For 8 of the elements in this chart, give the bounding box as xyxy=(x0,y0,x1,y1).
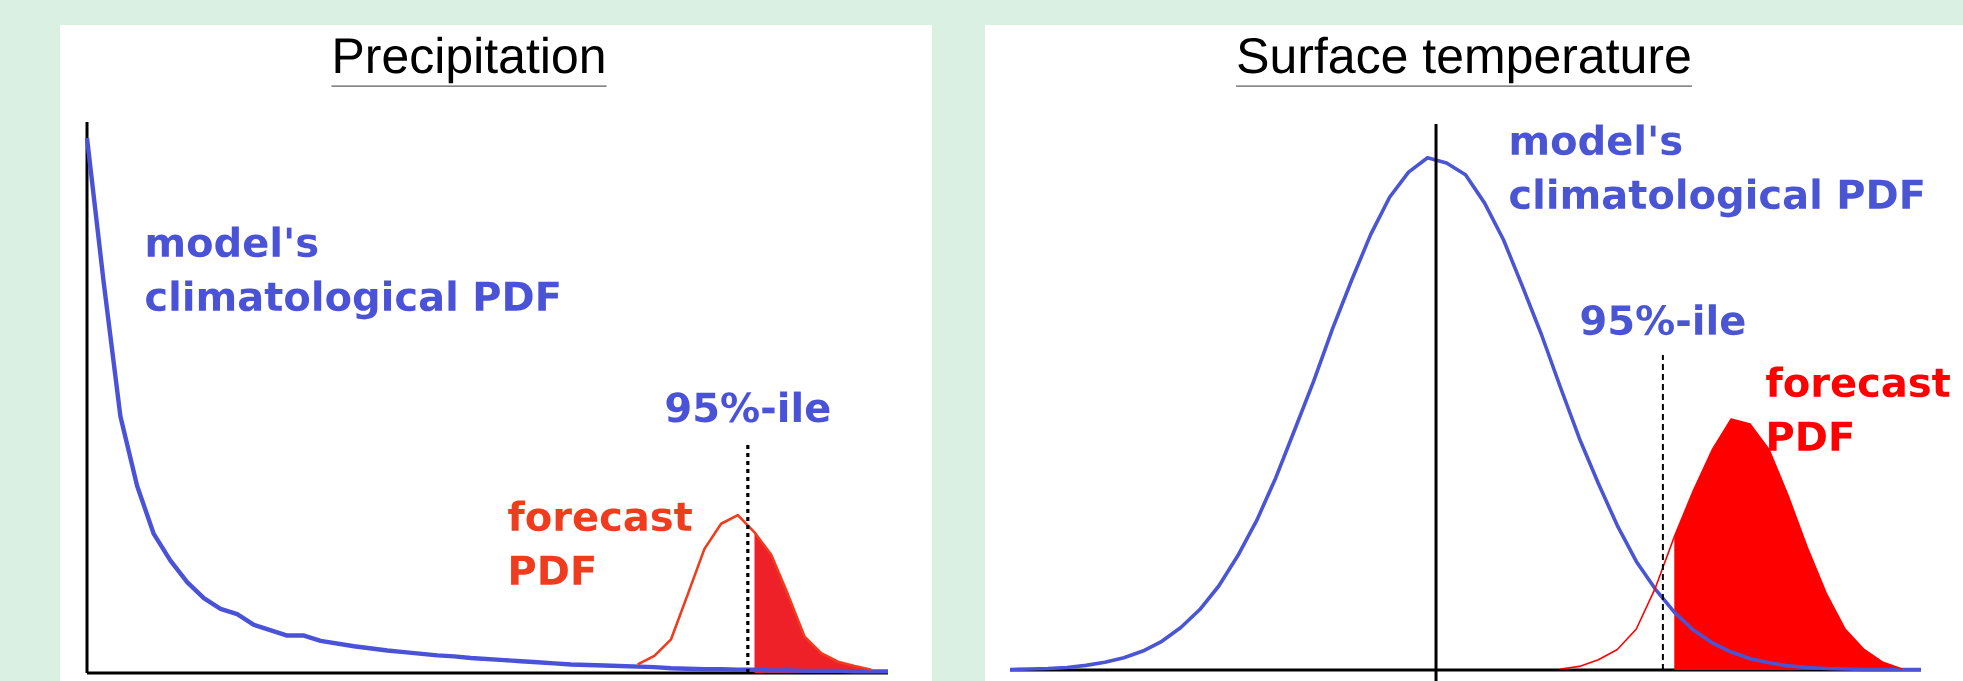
series-label: model's climatological PDF xyxy=(1510,124,1923,218)
series-label: forecast PDF xyxy=(1766,366,1950,451)
annotation: 95%-ile xyxy=(1581,304,1745,336)
series-label: model's climatological PDF xyxy=(146,226,559,320)
chart-title: Precipitation xyxy=(335,36,604,84)
chart-title: Surface temperature xyxy=(1238,36,1690,84)
annotation: 95%-ile xyxy=(666,391,830,423)
series-label: forecast PDF xyxy=(508,500,692,585)
